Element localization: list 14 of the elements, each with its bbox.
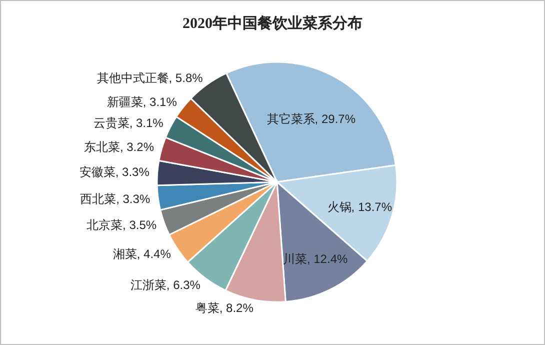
slice-label: 川菜, 12.4% — [282, 252, 348, 266]
slice-label: 东北菜, 3.2% — [84, 140, 154, 154]
slice-label: 粤菜, 8.2% — [195, 300, 254, 315]
slice-label: 安徽菜, 3.3% — [79, 165, 150, 180]
slice-label: 北京菜, 3.5% — [86, 218, 157, 232]
slice-label: 江浙菜, 6.3% — [130, 278, 200, 292]
slice-label: 湘菜, 4.4% — [112, 246, 171, 261]
slice-label: 其它菜系, 29.7% — [266, 112, 356, 126]
slice-label: 新疆菜, 3.1% — [106, 95, 177, 110]
chart-title: 2020年中国餐饮业菜系分布 — [182, 15, 362, 32]
slice-label: 其他中式正餐, 5.8% — [96, 70, 203, 85]
slice-label: 西北菜, 3.3% — [80, 192, 150, 206]
slice-label: 云贵菜, 3.1% — [93, 116, 164, 130]
slice-label: 火锅, 13.7% — [327, 200, 392, 214]
